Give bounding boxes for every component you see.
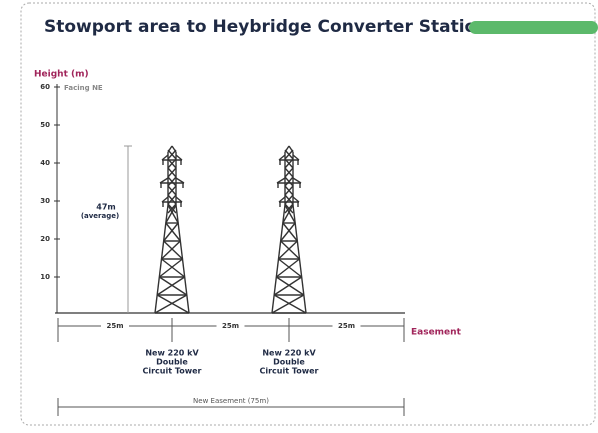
tower	[154, 145, 190, 314]
height-value: 47m	[96, 203, 115, 212]
status-pill	[469, 21, 598, 34]
y-tick-label: 10	[40, 273, 50, 281]
y-tick-label: 40	[40, 159, 50, 167]
span-label-bg	[332, 321, 361, 331]
y-tick-label: 20	[40, 235, 50, 243]
total-label: New Easement (75m)	[193, 397, 269, 405]
span-label-bg	[216, 321, 245, 331]
span-label: 25m	[338, 322, 355, 330]
tower-label: Double	[156, 358, 188, 367]
card	[20, 2, 596, 426]
axis-label: Height (m)	[34, 70, 89, 80]
tower	[271, 145, 307, 314]
y-tick-label: 50	[40, 121, 50, 129]
y-tick-label: 60	[40, 83, 50, 91]
height-note: (average)	[81, 212, 119, 220]
facing-note: Facing NE	[64, 84, 103, 92]
tower-label: New 220 kV	[145, 349, 199, 358]
total-label-bg	[175, 396, 285, 406]
span-label: 25m	[222, 322, 239, 330]
tower-label: Circuit Tower	[260, 367, 319, 376]
title: Stowport area to Heybridge Converter Sta…	[44, 17, 488, 37]
tower-label: New 220 kV	[262, 349, 316, 358]
easement-label: Easement	[411, 328, 462, 338]
span-label: 25m	[106, 322, 123, 330]
span-label-bg	[101, 321, 129, 331]
y-tick-label: 30	[40, 197, 50, 205]
tower-label: Double	[273, 358, 305, 367]
tower-label: Circuit Tower	[143, 367, 202, 376]
